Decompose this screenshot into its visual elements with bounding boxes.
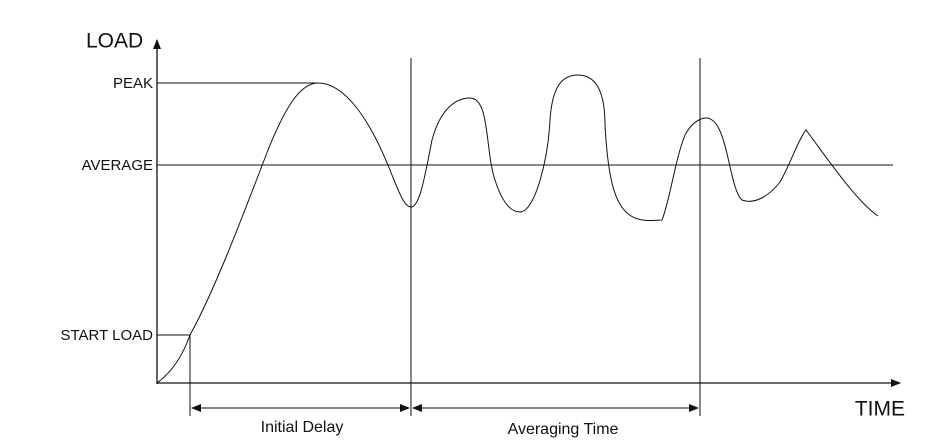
y-axis-label: LOAD	[86, 30, 143, 53]
average-label: AVERAGE	[82, 157, 153, 174]
start-load-label: START LOAD	[60, 327, 153, 344]
averaging-time-label: Averaging Time	[508, 421, 619, 438]
peak-label: PEAK	[113, 75, 153, 92]
initial-delay-label: Initial Delay	[261, 419, 344, 436]
load-curve	[156, 74, 879, 384]
x-axis-label: TIME	[855, 398, 905, 421]
